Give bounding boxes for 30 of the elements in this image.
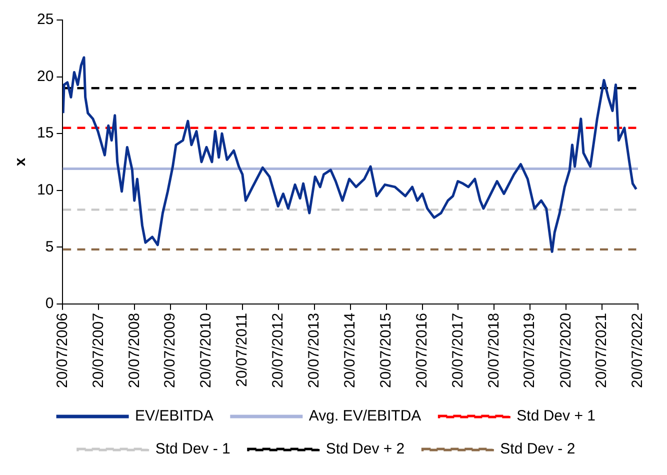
y-tick-label: 0 (45, 295, 54, 312)
x-tick-label: 20/07/2009 (162, 312, 179, 388)
legend-label: Std Dev + 2 (326, 440, 405, 458)
x-tick-label: 20/07/2013 (306, 312, 323, 388)
x-tick-label: 20/07/2010 (198, 312, 215, 388)
x-tick-label: 20/07/2018 (485, 312, 502, 388)
legend-label: EV/EBITDA (135, 408, 214, 425)
x-tick-label: 20/07/2006 (54, 312, 71, 388)
x-tick-label: 20/07/2021 (593, 312, 610, 388)
legend-label: Std Dev + 1 (516, 408, 596, 425)
x-tick-label: 20/07/2015 (377, 312, 394, 388)
y-tick-label: 10 (36, 181, 54, 198)
x-tick-label: 20/07/2017 (449, 312, 466, 388)
x-tick-label: 20/07/2014 (341, 312, 358, 388)
legend-label: Std Dev - 1 (155, 440, 230, 458)
x-tick-label: 20/07/2016 (413, 312, 430, 388)
legend-label: Avg. EV/EBITDA (308, 408, 422, 425)
y-tick-label: 15 (36, 124, 54, 142)
x-tick-label: 20/07/2007 (90, 312, 107, 388)
y-tick-label: 20 (36, 68, 54, 85)
x-tick-label: 20/07/2012 (270, 312, 287, 388)
y-tick-label: 5 (45, 238, 54, 256)
legend-label: Std Dev - 2 (500, 440, 576, 458)
x-tick-label: 20/07/2020 (557, 312, 574, 388)
x-tick-label: 20/07/2008 (126, 312, 143, 388)
x-tick-label: 20/07/2022 (629, 312, 646, 388)
y-axis-title: x (12, 157, 30, 166)
y-tick-label: 25 (36, 11, 54, 28)
x-tick-label: 20/07/2011 (234, 312, 251, 387)
x-tick-label: 20/07/2019 (521, 312, 538, 388)
